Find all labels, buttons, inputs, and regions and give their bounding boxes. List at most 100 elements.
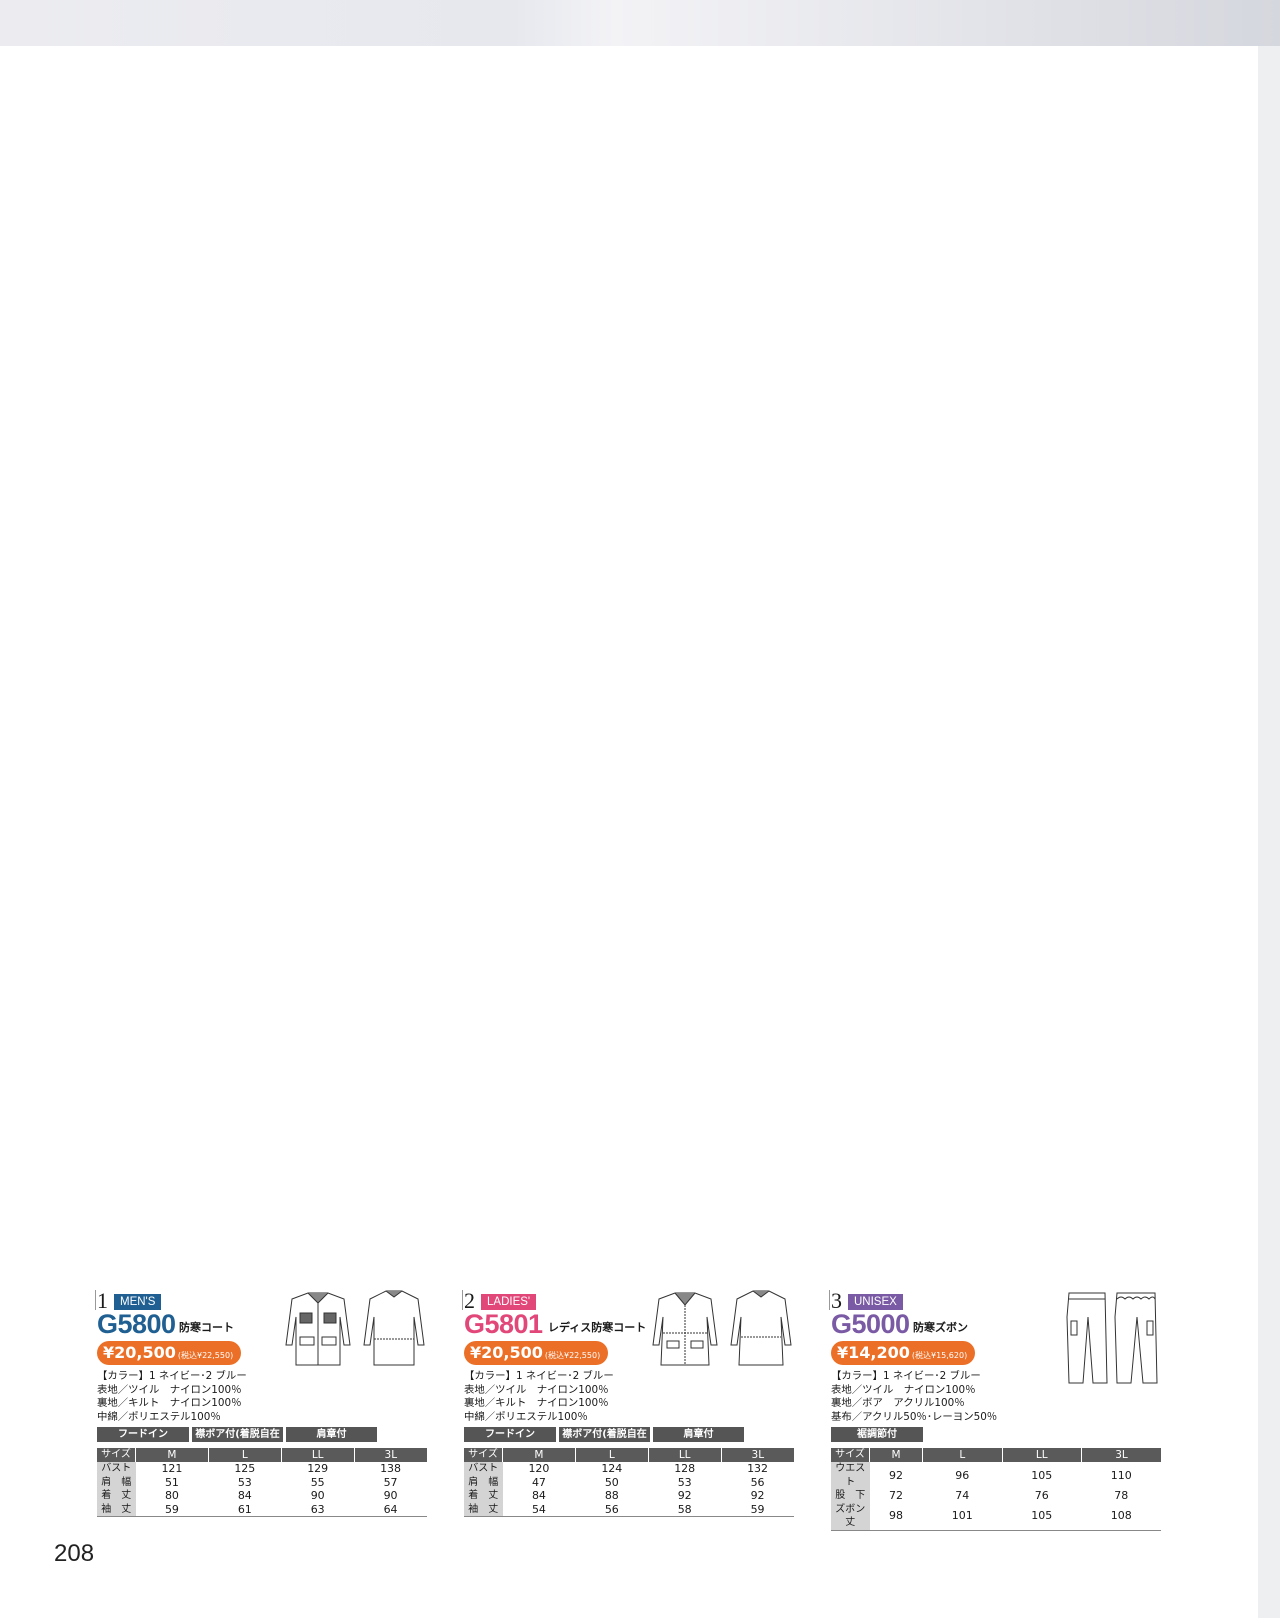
table-row: バスト 120 124 128 132 xyxy=(464,1462,794,1476)
table-row: ズボン丈 98 101 105 108 xyxy=(831,1502,1161,1531)
trousers-front-back-icon xyxy=(1066,1292,1158,1384)
spec-line: 表地／ツイル ナイロン100％ xyxy=(464,1383,609,1396)
table-cell: 110 xyxy=(1110,1468,1132,1482)
row-label: 袖 丈 xyxy=(464,1502,503,1517)
table-header-cell: M xyxy=(869,1448,923,1462)
table-cell: 50 xyxy=(604,1475,619,1489)
table-header-cell: L xyxy=(207,1448,282,1462)
spec-line: 【カラー】1 ネイビー･2 ブルー xyxy=(464,1370,614,1382)
spec-line: 表地／ツイル ナイロン100％ xyxy=(97,1383,242,1396)
spec-line: 裏地／キルト ナイロン100％ xyxy=(97,1397,242,1410)
page-number: 208 xyxy=(54,1540,95,1567)
spec-list: 【カラー】1 ネイビー･2 ブルー 表地／ツイル ナイロン100％ 裏地／キルト… xyxy=(464,1370,614,1424)
feature-labels: フードイン 襟ボア付(着脱自在式) 肩章付 xyxy=(464,1427,744,1455)
table-row: 着 丈 80 84 90 90 xyxy=(97,1489,427,1503)
spec-line: 裏地／キルト ナイロン100％ xyxy=(464,1397,609,1410)
size-table: サイズ M L LL 3L バスト 120 124 128 132 肩 幅 47… xyxy=(464,1448,794,1517)
row-label: 肩 幅 xyxy=(97,1475,136,1489)
row-label: バスト xyxy=(464,1462,503,1476)
page-edge-strip xyxy=(1258,46,1280,1618)
model-number: G5801 xyxy=(464,1309,543,1339)
table-cell: 121 xyxy=(161,1462,183,1475)
product-index: 1 xyxy=(95,1288,108,1313)
table-cell: 138 xyxy=(380,1462,402,1475)
price-value: ¥14,200 xyxy=(837,1343,910,1362)
spec-list: 【カラー】1 ネイビー･2 ブルー 表地／ツイル ナイロン100％ 裏地／キルト… xyxy=(97,1370,247,1424)
feature-label: 襟ボア付(着脱自在式) xyxy=(192,1427,283,1455)
feature-label: 肩章付 xyxy=(653,1427,744,1442)
spec-line: 表地／ツイル ナイロン100％ xyxy=(831,1383,976,1396)
table-row: 着 丈 84 88 92 92 xyxy=(464,1489,794,1503)
table-cell: 124 xyxy=(601,1462,623,1475)
table-row: 袖 丈 59 61 63 64 xyxy=(97,1502,427,1517)
table-header-cell: LL xyxy=(280,1448,355,1462)
table-cell: 51 xyxy=(164,1475,179,1489)
table-cell: 64 xyxy=(354,1502,427,1517)
category-tag-mens: MEN'S xyxy=(114,1294,162,1310)
spec-line: 裏地／ボア アクリル100％ xyxy=(831,1397,965,1410)
product-index: 3 xyxy=(829,1288,842,1313)
table-cell: 101 xyxy=(922,1502,1002,1531)
price-value: ¥20,500 xyxy=(103,1343,176,1362)
feature-label: フードイン xyxy=(97,1427,189,1442)
size-table: サイズ M L LL 3L バスト 121 125 129 138 肩 幅 51… xyxy=(97,1448,427,1517)
table-cell: 76 xyxy=(1034,1489,1049,1502)
model-number: G5800 xyxy=(97,1309,176,1339)
price-badge: ¥20,500 (税込¥22,550) xyxy=(97,1341,242,1365)
table-cell: 72 xyxy=(889,1489,903,1502)
price-value: ¥20,500 xyxy=(470,1343,543,1362)
table-cell: 108 xyxy=(1081,1502,1161,1531)
table-cell: 55 xyxy=(310,1475,325,1489)
price-tax-included: (税込¥22,550) xyxy=(177,1351,234,1360)
table-row: ウエスト 92 96 105 110 xyxy=(831,1462,1161,1489)
table-cell: 63 xyxy=(281,1502,355,1517)
price-badge: ¥14,200 (税込¥15,620) xyxy=(831,1341,976,1365)
table-cell: 59 xyxy=(721,1502,794,1517)
table-header-cell: LL xyxy=(1001,1448,1082,1462)
row-label: 着 丈 xyxy=(97,1489,136,1503)
table-header-cell: 3L xyxy=(353,1448,427,1462)
size-table: サイズ M L LL 3L ウエスト 92 96 105 110 股 下 72 … xyxy=(831,1448,1161,1531)
spec-line: 【カラー】1 ネイビー･2 ブルー xyxy=(97,1370,247,1382)
table-cell: 90 xyxy=(383,1489,398,1502)
size-table-header: サイズ M L LL 3L xyxy=(97,1448,427,1462)
table-cell: 47 xyxy=(531,1475,546,1489)
product-card-g5000: 3 UNISEX G5000 防寒ズボン ¥14,200 (税込¥15,620)… xyxy=(829,1288,1171,1531)
spec-line: 基布／アクリル50％･レーヨン50％ xyxy=(831,1410,998,1423)
table-row: バスト 121 125 129 138 xyxy=(97,1462,427,1476)
table-cell: 98 xyxy=(869,1502,923,1531)
table-cell: 59 xyxy=(135,1502,209,1517)
table-header-cell: 3L xyxy=(1081,1448,1161,1462)
table-header-cell: M xyxy=(502,1448,576,1462)
product-card-g5800: 1 MEN'S G5800 防寒コート ¥20,500 (税込¥22,550) … xyxy=(95,1288,437,1522)
table-cell: 57 xyxy=(383,1475,398,1489)
table-cell: 74 xyxy=(955,1489,970,1502)
table-cell: 128 xyxy=(674,1462,696,1475)
table-header-cell: L xyxy=(922,1448,1002,1462)
row-label: ズボン丈 xyxy=(831,1502,870,1531)
price-badge: ¥20,500 (税込¥22,550) xyxy=(464,1341,609,1365)
table-cell: 92 xyxy=(889,1468,903,1482)
table-row: 肩 幅 47 50 53 56 xyxy=(464,1475,794,1489)
table-cell: 58 xyxy=(648,1502,722,1517)
table-cell: 96 xyxy=(955,1468,970,1482)
model-number: G5000 xyxy=(831,1309,910,1339)
feature-label: フードイン xyxy=(464,1427,556,1442)
price-tax-included: (税込¥22,550) xyxy=(544,1351,601,1360)
size-table-header: サイズ M L LL 3L xyxy=(831,1448,1161,1462)
spec-line: 中綿／ポリエステル100％ xyxy=(97,1410,221,1423)
product-card-g5801: 2 LADIES' G5801 レディス防寒コート ¥20,500 (税込¥22… xyxy=(462,1288,804,1522)
row-label: バスト xyxy=(97,1462,136,1476)
product-index: 2 xyxy=(462,1288,475,1313)
row-label: 着 丈 xyxy=(464,1489,503,1503)
row-label: 袖 丈 xyxy=(97,1502,136,1517)
ladies-coat-front-back-icon xyxy=(652,1290,792,1366)
row-label: 股 下 xyxy=(831,1489,870,1503)
spec-list: 【カラー】1 ネイビー･2 ブルー 表地／ツイル ナイロン100％ 裏地／ボア … xyxy=(831,1370,997,1424)
table-cell: 90 xyxy=(310,1489,325,1502)
table-row: 肩 幅 51 53 55 57 xyxy=(97,1475,427,1489)
row-label: ウエスト xyxy=(831,1462,870,1489)
size-table-header: サイズ M L LL 3L xyxy=(464,1448,794,1462)
table-cell: 56 xyxy=(750,1475,765,1489)
category-tag-ladies: LADIES' xyxy=(481,1294,537,1310)
